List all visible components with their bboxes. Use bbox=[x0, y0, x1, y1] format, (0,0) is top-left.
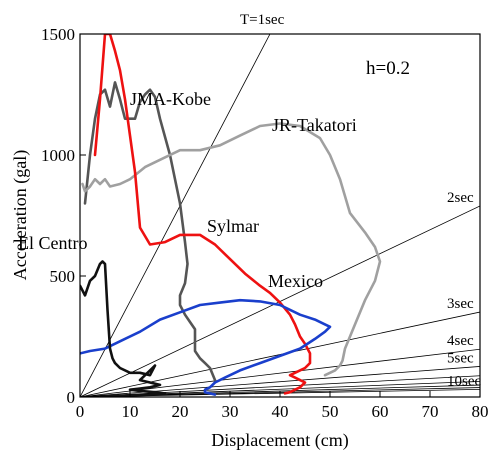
series-line-mexico bbox=[80, 298, 332, 396]
period-line-label: 2sec bbox=[447, 190, 474, 206]
x-tick-label: 40 bbox=[272, 402, 289, 421]
y-axis-label: Acceleration (gal) bbox=[10, 150, 31, 280]
series-label: JR-Takatori bbox=[272, 115, 357, 135]
series-label: Sylmar bbox=[207, 216, 259, 236]
series-label: JMA-Kobe bbox=[130, 89, 211, 109]
x-tick-label: 30 bbox=[222, 402, 239, 421]
period-line-label: 4sec bbox=[447, 333, 474, 349]
period-line-label: 3sec bbox=[447, 296, 474, 312]
series-line-sylmar bbox=[93, 34, 312, 395]
y-tick-label: 1500 bbox=[41, 25, 75, 44]
x-tick-label: 50 bbox=[322, 402, 339, 421]
period-line-label: T=1sec bbox=[240, 12, 285, 28]
series-label: Mexico bbox=[268, 271, 323, 291]
series-line-jma-kobe bbox=[83, 81, 217, 382]
x-axis-label: Displacement (cm) bbox=[211, 430, 348, 451]
damping-label: h=0.2 bbox=[366, 58, 410, 79]
data-series bbox=[80, 34, 382, 397]
x-tick-label: 10 bbox=[122, 402, 139, 421]
y-tick-label: 500 bbox=[50, 267, 76, 286]
x-tick-label: 0 bbox=[76, 402, 85, 421]
series-line-el-centro bbox=[80, 260, 167, 397]
period-line-label: 5sec bbox=[447, 350, 474, 366]
x-tick-label: 20 bbox=[172, 402, 189, 421]
y-tick-label: 0 bbox=[67, 388, 76, 407]
x-tick-label: 60 bbox=[372, 402, 389, 421]
y-tick-label: 1000 bbox=[41, 146, 75, 165]
period-line-label: 10sec bbox=[447, 373, 481, 389]
period-line bbox=[80, 34, 271, 397]
labels: Displacement (cm) Acceleration (gal) h=0… bbox=[10, 12, 481, 451]
series-line-jr-takatori bbox=[81, 122, 382, 377]
period-line bbox=[80, 348, 480, 397]
x-tick-label: 70 bbox=[422, 402, 439, 421]
series-label: El Centro bbox=[18, 233, 88, 253]
axis-ticks: 0 10 20 30 40 50 60 70 80 0 500 1000 1500 bbox=[41, 25, 489, 421]
x-tick-label: 80 bbox=[472, 402, 489, 421]
